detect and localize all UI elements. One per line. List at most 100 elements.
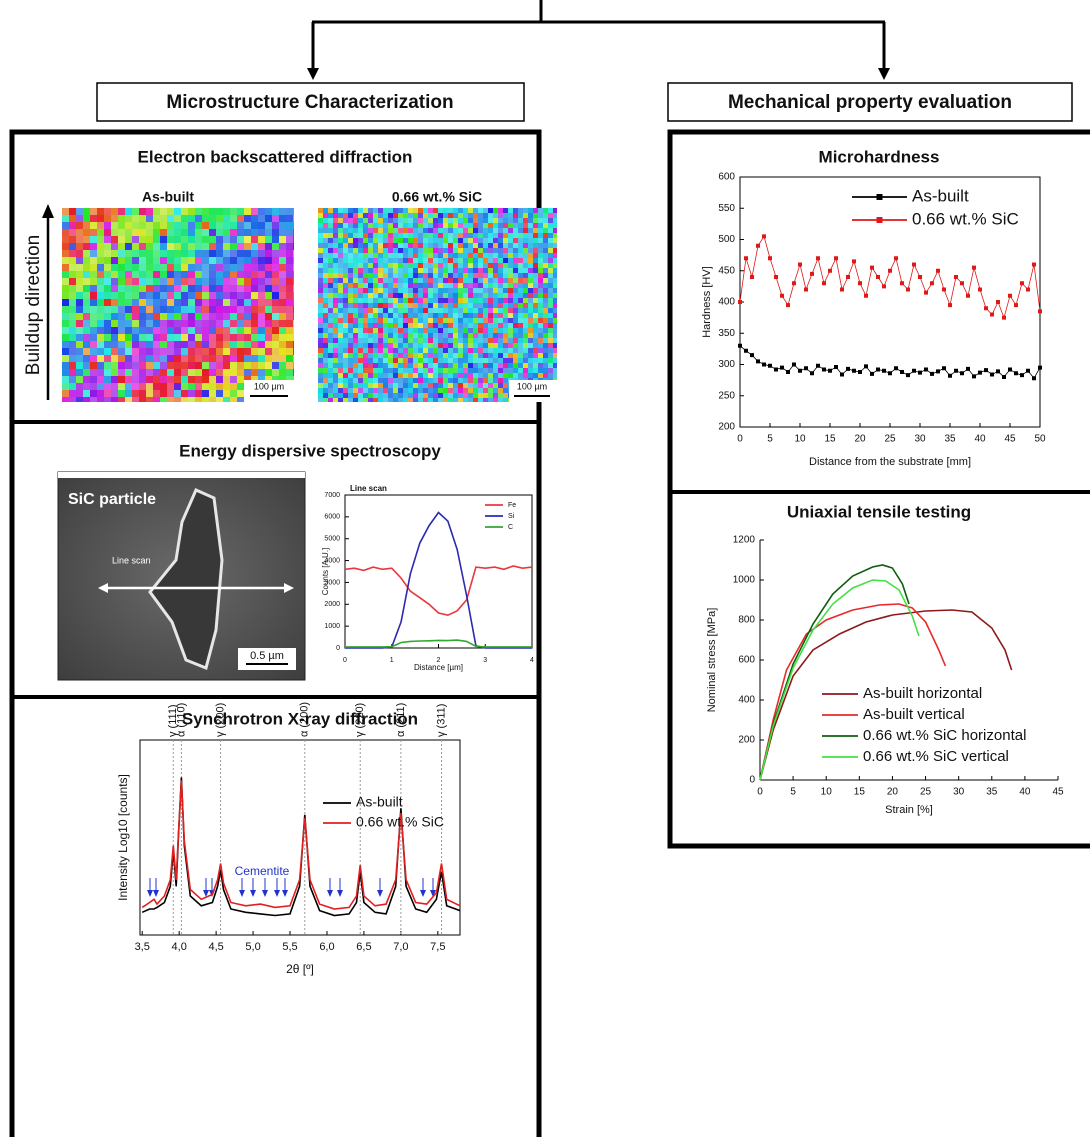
ebsd-grain [513,283,518,288]
ebsd-grain [523,248,528,253]
ebsd-grain [403,323,408,328]
ebsd-grain [413,278,418,283]
ebsd-grain [223,250,230,257]
ebsd-grain [378,248,383,253]
ebsd-grain [69,313,76,320]
ebsd-grain [398,273,403,278]
ebsd-grain [153,306,160,313]
data-point [840,288,844,292]
ebsd-grain [323,393,328,398]
ebsd-grain [118,299,125,306]
ebsd-grain [111,341,118,348]
ebsd-grain [478,353,483,358]
ebsd-grain [478,273,483,278]
ebsd-grain [378,283,383,288]
ebsd-grain [202,285,209,292]
ebsd-grain [458,208,463,213]
ebsd-grain [153,257,160,264]
ebsd-grain [258,215,265,222]
ebsd-grain [153,215,160,222]
ebsd-grain [358,273,363,278]
ebsd-grain [498,283,503,288]
ebsd-grain [508,338,513,343]
ebsd-grain [378,288,383,293]
ebsd-grain [62,320,69,327]
ebsd-grain [146,369,153,376]
ebsd-grain [76,257,83,264]
ebsd-grain [83,341,90,348]
ebsd-grain [343,273,348,278]
y-tick-label: 200 [718,422,735,433]
arrow-head [307,68,319,80]
ebsd-grain [153,327,160,334]
ebsd-grain [118,320,125,327]
ebsd-grain [473,253,478,258]
ebsd-grain [433,298,438,303]
ebsd-grain [338,298,343,303]
ebsd-grain [373,208,378,213]
ebsd-grain [388,213,393,218]
ebsd-grain [125,320,132,327]
ebsd-grain [463,333,468,338]
ebsd-grain [188,250,195,257]
ebsd-grain [174,278,181,285]
ebsd-grain [373,253,378,258]
ebsd-grain [383,363,388,368]
ebsd-grain [463,338,468,343]
ebsd-grain [473,323,478,328]
ebsd-grain [473,368,478,373]
ebsd-grain [195,390,202,397]
ebsd-grain [453,388,458,393]
ebsd-grain [408,313,413,318]
ebsd-grain [153,278,160,285]
ebsd-grain [443,383,448,388]
ebsd-grain [328,283,333,288]
data-point [900,281,904,285]
ebsd-grain [538,318,543,323]
ebsd-grain [209,229,216,236]
ebsd-grain [174,313,181,320]
y-tick-label: 0 [336,645,340,652]
ebsd-grain [209,369,216,376]
ebsd-grain [468,308,473,313]
ebsd-grain [90,243,97,250]
ebsd-grain [458,258,463,263]
ebsd-grain [104,208,111,215]
ebsd-grain [265,334,272,341]
ebsd-grain [418,263,423,268]
ebsd-grain [518,308,523,313]
ebsd-grain [230,341,237,348]
ebsd-grain [553,308,557,313]
ebsd-grain [293,243,294,250]
ebsd-grain [403,368,408,373]
ebsd-grain [428,388,433,393]
ebsd-grain [553,248,557,253]
ebsd-grain [433,288,438,293]
ebsd-grain [328,223,333,228]
ebsd-grain [237,271,244,278]
ebsd-grain [160,285,167,292]
data-point [912,369,916,373]
ebsd-grain [230,383,237,390]
ebsd-grain [237,306,244,313]
ebsd-grain [153,383,160,390]
ebsd-grain [463,293,468,298]
ebsd-grain [528,293,533,298]
ebsd-grain [428,308,433,313]
ebsd-grain [518,233,523,238]
ebsd-grain [118,313,125,320]
ebsd-grain [174,229,181,236]
ebsd-grain [393,218,398,223]
ebsd-grain [388,388,393,393]
ebsd-grain [498,368,503,373]
arrow-head [282,890,288,897]
ebsd-grain [353,333,358,338]
ebsd-grain [104,355,111,362]
data-point [978,288,982,292]
ebsd-grain [258,250,265,257]
ebsd-grain [383,278,388,283]
ebsd-grain [503,378,508,383]
ebsd-grain [244,257,251,264]
ebsd-grain [139,341,146,348]
ebsd-grain [468,313,473,318]
